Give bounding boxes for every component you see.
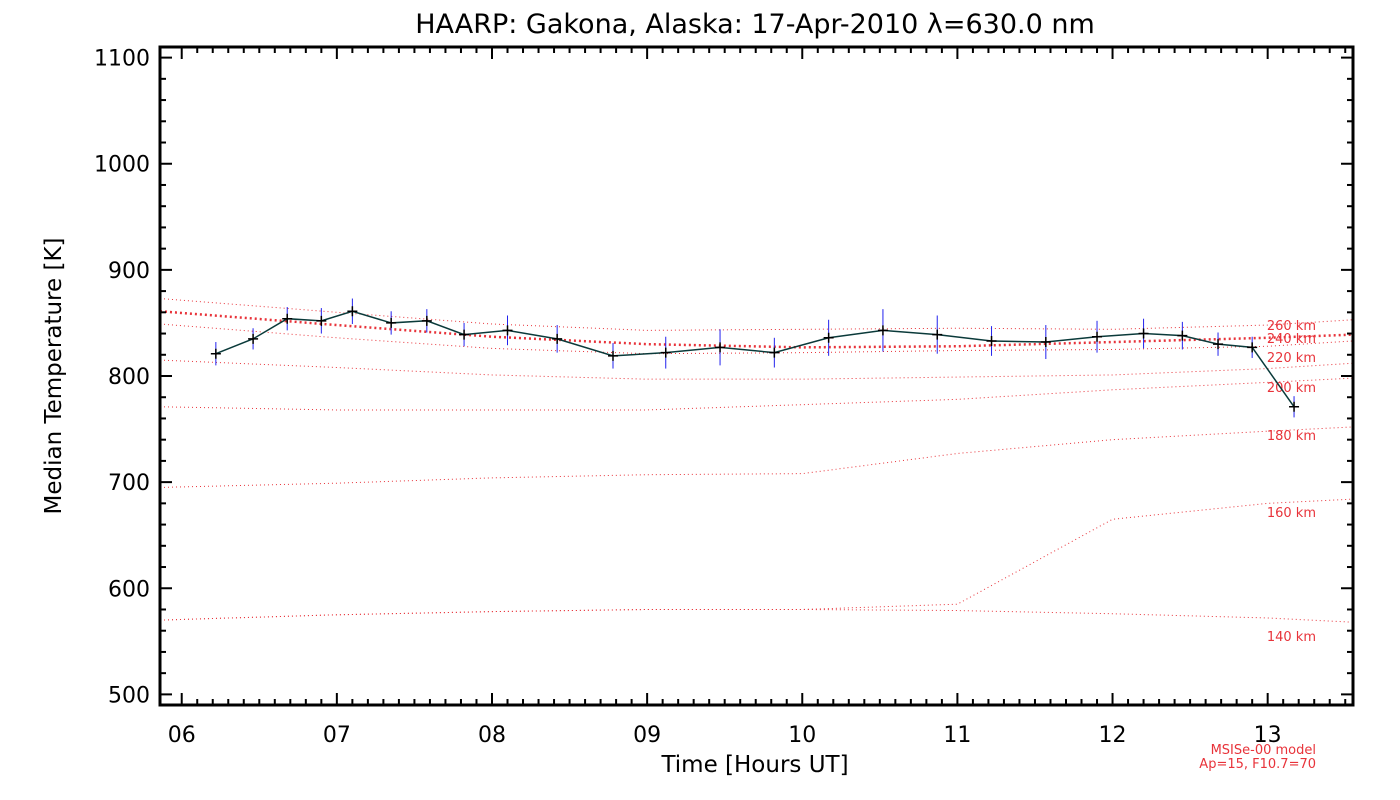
x-tick-label: 11 <box>943 723 971 748</box>
x-tick-label: 12 <box>1099 723 1127 748</box>
model-note: MSISe-00 model <box>1211 743 1316 758</box>
data-point <box>1040 337 1051 348</box>
data-point <box>316 315 327 326</box>
data-point <box>282 313 293 324</box>
data-point <box>715 342 726 353</box>
data-point <box>986 335 997 346</box>
y-tick-label: 1100 <box>94 47 150 72</box>
y-axis-label: Median Temperature [K] <box>41 238 67 515</box>
fit-line <box>159 310 1354 349</box>
y-tick-label: 600 <box>108 577 150 602</box>
model-curve-label: 160 km <box>1267 506 1316 521</box>
model-curve-label: 200 km <box>1267 381 1316 396</box>
series-line <box>215 310 1295 408</box>
data-point <box>769 347 780 358</box>
x-tick-label: 07 <box>323 723 351 748</box>
model-curve <box>159 426 1354 488</box>
data-point <box>1289 401 1300 412</box>
data-point <box>1177 330 1188 341</box>
data-point <box>459 329 470 340</box>
data-point <box>877 325 888 336</box>
model-curve <box>159 377 1354 411</box>
x-tick-label: 09 <box>633 723 661 748</box>
data-series <box>210 298 1300 418</box>
data-point <box>421 315 432 326</box>
y-tick-label: 700 <box>108 471 150 496</box>
data-point <box>660 347 671 358</box>
model-curve-label: 220 km <box>1267 351 1316 366</box>
y-tick-label: 900 <box>108 259 150 284</box>
data-point <box>210 348 221 359</box>
data-point <box>932 329 943 340</box>
chart-title: HAARP: Gakona, Alaska: 17-Apr-2010 λ=630… <box>415 9 1095 40</box>
data-point <box>248 333 259 344</box>
y-tick-label: 1000 <box>94 153 150 178</box>
model-curve-label: 260 km <box>1267 319 1316 334</box>
model-params: Ap=15, F10.7=70 <box>1199 757 1316 772</box>
data-point <box>347 306 358 317</box>
x-tick-label: 06 <box>168 723 196 748</box>
model-curve <box>159 298 1354 331</box>
y-tick-label: 500 <box>108 683 150 708</box>
plot-frame <box>158 45 1355 707</box>
x-axis-label: Time [Hours UT] <box>660 752 848 778</box>
model-curve-label: 240 km <box>1267 332 1316 347</box>
x-tick-label: 10 <box>788 723 816 748</box>
x-tick-label: 13 <box>1254 723 1282 748</box>
data-point <box>1247 342 1258 353</box>
data-point <box>607 350 618 361</box>
y-tick-label: 800 <box>108 365 150 390</box>
model-curve-label: 180 km <box>1267 429 1316 444</box>
data-point <box>823 332 834 343</box>
data-point <box>1213 339 1224 350</box>
axis-ticks: 500 600 700 800 900 1000 1100 06 07 08 09 10 11 12 13 <box>94 47 1353 748</box>
model-curve <box>159 359 1354 380</box>
data-point <box>386 317 397 328</box>
data-point <box>1138 328 1149 339</box>
x-tick-label: 08 <box>478 723 506 748</box>
data-point <box>1092 331 1103 342</box>
model-curve <box>159 323 1354 355</box>
model-curve <box>159 498 1354 621</box>
model-curve <box>159 608 1354 623</box>
data-point <box>552 333 563 344</box>
model-curve-label: 140 km <box>1267 630 1316 645</box>
data-point <box>502 325 513 336</box>
